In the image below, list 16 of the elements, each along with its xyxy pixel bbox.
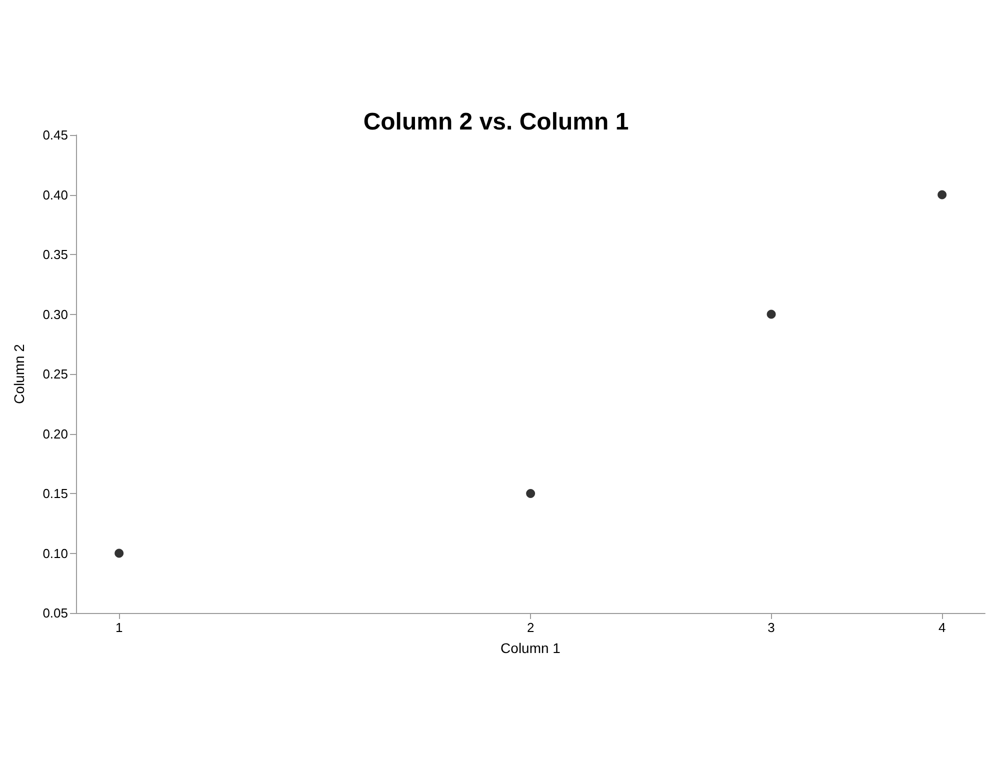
x-tick-label: 4 <box>938 620 946 635</box>
x-tick-label: 2 <box>526 620 534 635</box>
y-tick-label: 0.15 <box>42 486 68 501</box>
x-axis-title: Column 1 <box>500 640 561 656</box>
y-tick-label: 0.20 <box>42 426 68 442</box>
y-tick-label: 0.30 <box>42 306 68 322</box>
y-axis-title: Column 2 <box>11 344 27 404</box>
x-tick-label: 1 <box>115 620 123 635</box>
y-tick-label: 0.40 <box>42 187 68 202</box>
y-tick-label: 0.10 <box>42 546 68 561</box>
y-tick-label: 0.35 <box>42 247 68 262</box>
y-tick-label: 0.45 <box>42 128 68 142</box>
y-tick-label: 0.25 <box>42 366 68 382</box>
x-tick-label: 3 <box>768 620 775 635</box>
chart-title: Column 2 vs. Column 1 <box>363 108 629 136</box>
y-tick-label: 0.05 <box>42 606 68 620</box>
